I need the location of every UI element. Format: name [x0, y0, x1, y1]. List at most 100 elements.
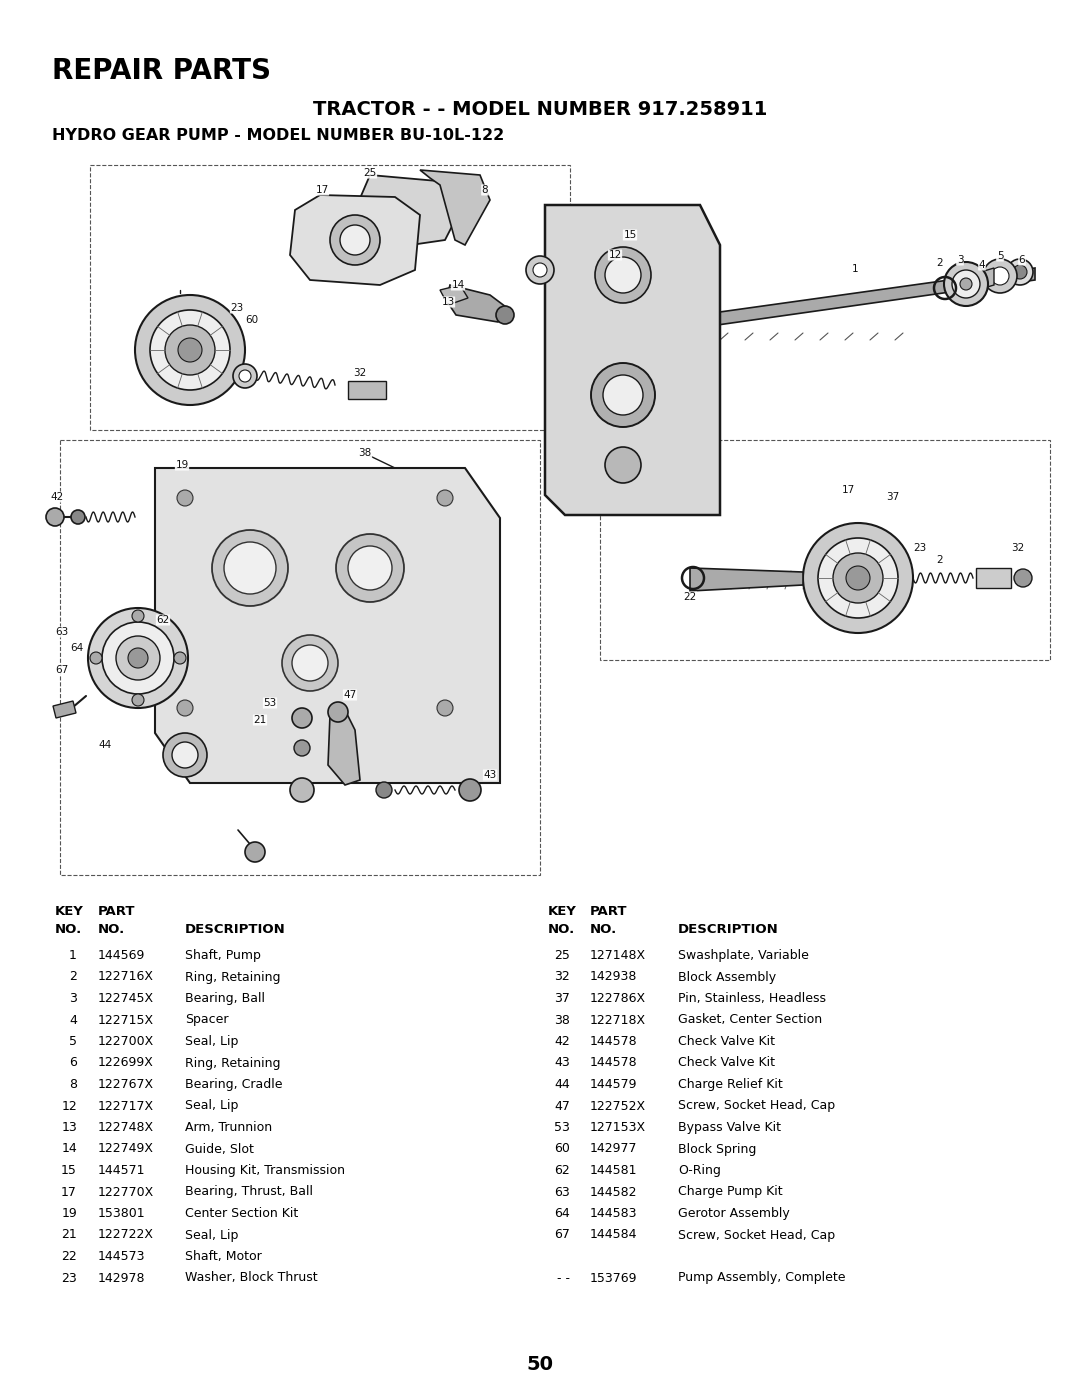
Text: 127148X: 127148X: [590, 949, 646, 962]
Text: 144582: 144582: [590, 1185, 637, 1199]
Text: 37: 37: [554, 991, 570, 1005]
Text: Screw, Socket Head, Cap: Screw, Socket Head, Cap: [678, 1100, 835, 1112]
Circle shape: [459, 780, 481, 802]
Circle shape: [87, 608, 188, 708]
Polygon shape: [545, 205, 720, 516]
Text: 13: 13: [442, 297, 455, 307]
Circle shape: [172, 742, 198, 769]
Text: 12: 12: [608, 250, 622, 260]
Text: 17: 17: [841, 485, 854, 495]
Text: 43: 43: [484, 770, 497, 780]
Text: 32: 32: [353, 368, 366, 378]
Text: 122770X: 122770X: [98, 1185, 154, 1199]
Text: 53: 53: [554, 1121, 570, 1134]
Text: KEY: KEY: [548, 905, 577, 918]
Text: 42: 42: [51, 492, 64, 502]
Circle shape: [135, 296, 245, 406]
Text: 2: 2: [936, 258, 943, 268]
Circle shape: [1014, 569, 1032, 587]
Text: 13: 13: [62, 1121, 77, 1134]
Polygon shape: [440, 285, 468, 305]
Circle shape: [818, 538, 897, 617]
Text: REPAIR PARTS: REPAIR PARTS: [52, 56, 271, 85]
Text: 25: 25: [554, 949, 570, 962]
Polygon shape: [555, 268, 1035, 348]
Circle shape: [129, 648, 148, 668]
Circle shape: [804, 522, 913, 632]
Text: 144578: 144578: [590, 1035, 637, 1048]
Polygon shape: [156, 468, 500, 782]
Text: 21: 21: [62, 1228, 77, 1242]
Text: 122748X: 122748X: [98, 1121, 154, 1134]
Text: Bearing, Ball: Bearing, Ball: [185, 991, 265, 1005]
Circle shape: [90, 652, 102, 664]
Text: 25: 25: [363, 168, 377, 177]
Text: 5: 5: [997, 252, 1003, 261]
Circle shape: [291, 778, 314, 802]
Circle shape: [163, 733, 207, 777]
Text: 23: 23: [230, 302, 244, 314]
Circle shape: [991, 267, 1009, 285]
Circle shape: [224, 542, 276, 594]
Text: Pump Assembly, Complete: Pump Assembly, Complete: [678, 1272, 846, 1284]
Circle shape: [71, 510, 85, 524]
Text: 144573: 144573: [98, 1250, 146, 1264]
Text: 22: 22: [684, 593, 697, 602]
Text: 21: 21: [254, 715, 267, 725]
Bar: [348, 381, 386, 399]
Bar: [976, 568, 1011, 588]
Circle shape: [165, 324, 215, 375]
Text: PART: PART: [590, 905, 627, 918]
Text: 153769: 153769: [590, 1272, 637, 1284]
Circle shape: [116, 637, 160, 681]
Polygon shape: [291, 195, 420, 285]
Text: 60: 60: [554, 1143, 570, 1155]
Text: Guide, Slot: Guide, Slot: [185, 1143, 254, 1155]
Text: 2: 2: [936, 556, 943, 565]
Text: Seal, Lip: Seal, Lip: [185, 1228, 239, 1242]
Polygon shape: [355, 175, 468, 248]
Text: Spacer: Spacer: [185, 1013, 229, 1027]
Text: Ring, Retaining: Ring, Retaining: [185, 1056, 281, 1070]
Text: 38: 38: [554, 1013, 570, 1027]
Text: 4: 4: [69, 1013, 77, 1027]
Text: 144579: 144579: [590, 1078, 637, 1090]
Circle shape: [591, 363, 654, 428]
Text: 62: 62: [554, 1165, 570, 1177]
Text: 17: 17: [315, 186, 328, 195]
Text: 1: 1: [69, 949, 77, 962]
Circle shape: [340, 226, 370, 254]
Text: 8: 8: [69, 1078, 77, 1090]
Text: 144571: 144571: [98, 1165, 146, 1177]
Text: HYDRO GEAR PUMP - MODEL NUMBER BU-10L-122: HYDRO GEAR PUMP - MODEL NUMBER BU-10L-12…: [52, 128, 504, 143]
Circle shape: [212, 529, 288, 606]
Text: Charge Relief Kit: Charge Relief Kit: [678, 1078, 783, 1090]
Text: 64: 64: [70, 644, 83, 653]
Circle shape: [102, 622, 174, 694]
Text: 144581: 144581: [590, 1165, 637, 1177]
Text: Washer, Block Thrust: Washer, Block Thrust: [185, 1272, 318, 1284]
Text: 122716X: 122716X: [98, 971, 154, 983]
Circle shape: [292, 708, 312, 727]
Circle shape: [233, 364, 257, 388]
Circle shape: [605, 257, 642, 293]
Text: Pin, Stainless, Headless: Pin, Stainless, Headless: [678, 991, 826, 1005]
Text: 17: 17: [62, 1185, 77, 1199]
Circle shape: [245, 842, 265, 862]
Text: Screw, Socket Head, Cap: Screw, Socket Head, Cap: [678, 1228, 835, 1242]
Circle shape: [376, 782, 392, 797]
Text: KEY: KEY: [55, 905, 84, 918]
Text: 122745X: 122745X: [98, 991, 154, 1005]
Text: 63: 63: [554, 1185, 570, 1199]
Text: 5: 5: [69, 1035, 77, 1048]
Text: 142978: 142978: [98, 1272, 146, 1284]
Text: Gerotor Assembly: Gerotor Assembly: [678, 1207, 789, 1220]
Text: 15: 15: [62, 1165, 77, 1177]
Text: 2: 2: [69, 971, 77, 983]
Circle shape: [177, 490, 193, 506]
Circle shape: [1007, 258, 1032, 285]
Text: DESCRIPTION: DESCRIPTION: [185, 923, 286, 936]
Text: 1: 1: [852, 264, 859, 274]
Text: 50: 50: [527, 1354, 554, 1374]
Text: Housing Kit, Transmission: Housing Kit, Transmission: [185, 1165, 345, 1177]
